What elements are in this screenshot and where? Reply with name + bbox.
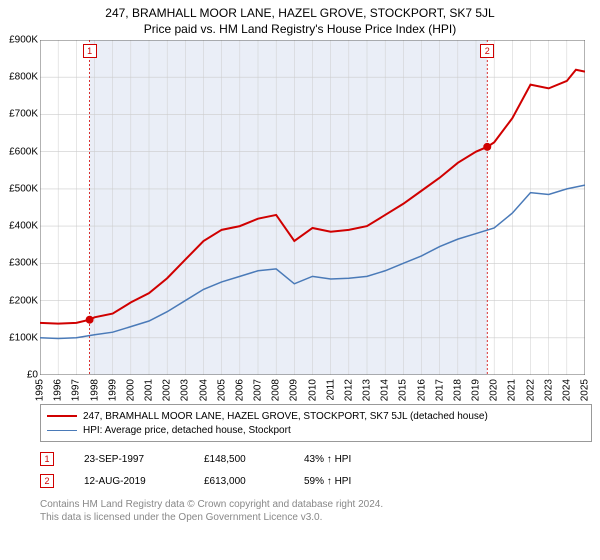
event-row: 2 12-AUG-2019 £613,000 59% ↑ HPI [40, 470, 592, 492]
legend-swatch-2 [47, 430, 77, 431]
event-row: 1 23-SEP-1997 £148,500 43% ↑ HPI [40, 448, 592, 470]
x-axis-label: 2015 [398, 379, 409, 401]
x-axis-label: 2017 [434, 379, 445, 401]
event-table: 1 23-SEP-1997 £148,500 43% ↑ HPI 2 12-AUG-201… [40, 448, 592, 492]
event-hpi-diff: 59% ↑ HPI [304, 476, 384, 487]
x-axis-label: 2008 [271, 379, 282, 401]
x-axis-label: 2018 [452, 379, 463, 401]
x-axis-label: 2002 [162, 379, 173, 401]
x-axis-label: 2025 [580, 379, 591, 401]
x-axis-label: 2005 [216, 379, 227, 401]
x-axis-label: 2003 [180, 379, 191, 401]
page-title: 247, BRAMHALL MOOR LANE, HAZEL GROVE, ST… [0, 0, 600, 20]
event-hpi-diff: 43% ↑ HPI [304, 454, 384, 465]
line-chart-svg [40, 40, 585, 375]
x-axis-label: 2009 [289, 379, 300, 401]
x-axis-label: 2001 [144, 379, 155, 401]
y-axis-label: £300K [9, 258, 38, 269]
event-price: £148,500 [204, 454, 274, 465]
x-axis-label: 2010 [307, 379, 318, 401]
y-axis-label: £500K [9, 183, 38, 194]
y-axis-label: £700K [9, 109, 38, 120]
x-axis-label: 2004 [198, 379, 209, 401]
legend-row: HPI: Average price, detached house, Stoc… [47, 423, 585, 437]
x-axis-label: 2014 [380, 379, 391, 401]
x-axis-label: 1995 [35, 379, 46, 401]
x-axis-label: 2023 [543, 379, 554, 401]
legend-label: 247, BRAMHALL MOOR LANE, HAZEL GROVE, ST… [83, 411, 488, 422]
x-axis-label: 2011 [325, 379, 336, 401]
y-axis-label: £600K [9, 146, 38, 157]
legend-label: HPI: Average price, detached house, Stoc… [83, 425, 291, 436]
x-axis-label: 2016 [416, 379, 427, 401]
x-axis-label: 2020 [489, 379, 500, 401]
legend-row: 247, BRAMHALL MOOR LANE, HAZEL GROVE, ST… [47, 409, 585, 423]
x-axis-label: 2006 [234, 379, 245, 401]
page-subtitle: Price paid vs. HM Land Registry's House … [0, 20, 600, 40]
chart-area: £0£100K£200K£300K£400K£500K£600K£700K£80… [40, 40, 600, 400]
y-axis-label: £800K [9, 72, 38, 83]
y-axis-label: £200K [9, 295, 38, 306]
footer-line: This data is licensed under the Open Gov… [40, 511, 592, 524]
y-axis-label: £100K [9, 332, 38, 343]
x-axis-label: 2012 [343, 379, 354, 401]
y-axis-label: £400K [9, 221, 38, 232]
footer-attribution: Contains HM Land Registry data © Crown c… [40, 498, 592, 524]
x-axis-label: 2024 [561, 379, 572, 401]
legend-swatch-1 [47, 415, 77, 417]
x-axis-label: 1997 [71, 379, 82, 401]
event-marker-2: 2 [480, 44, 494, 58]
x-axis-label: 1998 [89, 379, 100, 401]
event-price: £613,000 [204, 476, 274, 487]
x-axis-label: 1996 [53, 379, 64, 401]
x-axis-label: 2022 [525, 379, 536, 401]
legend-box: 247, BRAMHALL MOOR LANE, HAZEL GROVE, ST… [40, 404, 592, 442]
x-axis-label: 2007 [253, 379, 264, 401]
event-marker-1: 1 [83, 44, 97, 58]
x-axis-label: 1999 [107, 379, 118, 401]
y-axis-label: £900K [9, 35, 38, 46]
event-date: 12-AUG-2019 [84, 476, 174, 487]
event-marker-icon: 1 [40, 452, 54, 466]
event-marker-icon: 2 [40, 474, 54, 488]
x-axis-label: 2019 [471, 379, 482, 401]
x-axis-label: 2021 [507, 379, 518, 401]
footer-line: Contains HM Land Registry data © Crown c… [40, 498, 592, 511]
x-axis-label: 2000 [125, 379, 136, 401]
x-axis-label: 2013 [362, 379, 373, 401]
event-date: 23-SEP-1997 [84, 454, 174, 465]
